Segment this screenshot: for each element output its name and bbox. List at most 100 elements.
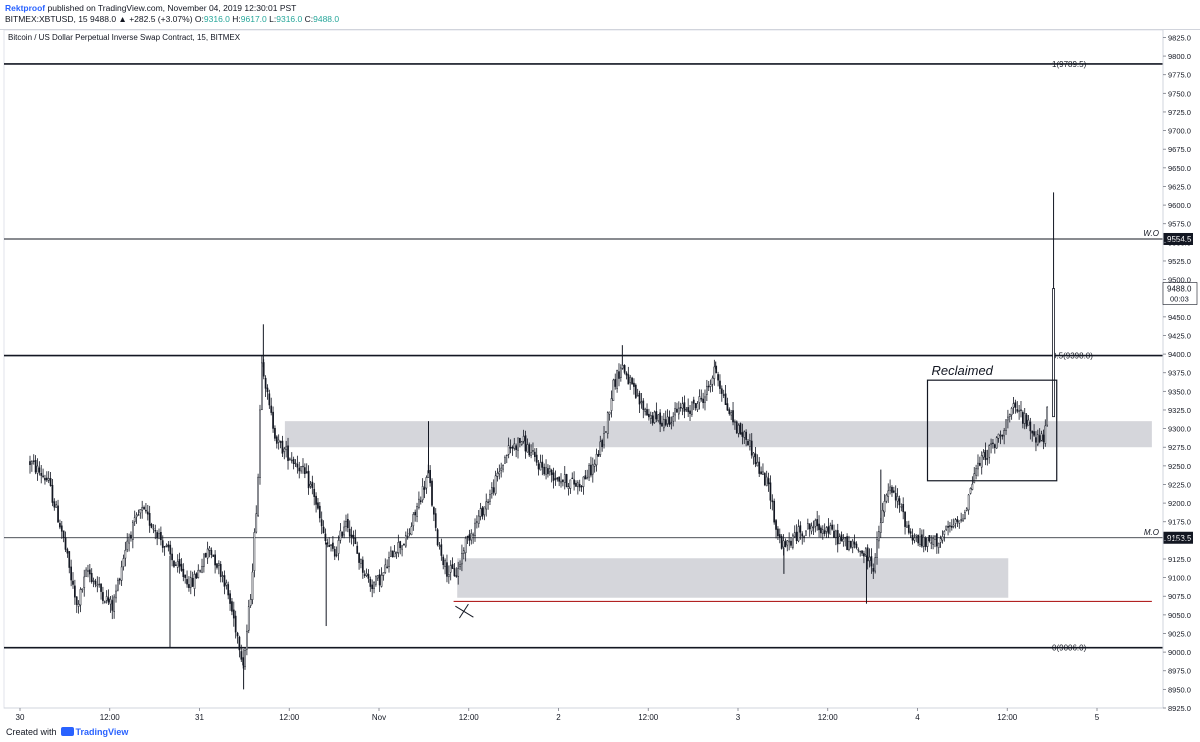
- candle-body-75: [169, 544, 172, 555]
- time-axis: 30 12:00 31 12:00 Nov 12:00 2 12:00 3 12:00 4 12:00…: [4, 707, 1163, 722]
- candle-body-202: [406, 535, 409, 538]
- candle-body-366: [713, 366, 716, 379]
- chart-pane: [0, 29, 1200, 709]
- candle-body-493: [950, 525, 953, 528]
- candle-body-277: [547, 468, 549, 475]
- price-chart[interactable]: 1(9789.5) W.O 9554.5 0.5(9398.0) M.O 9153.5 0(…: [0, 0, 1200, 724]
- candle-body-480: [926, 536, 929, 547]
- candle-body-392: [762, 471, 764, 475]
- candle-body-96: [208, 547, 211, 551]
- candle-body-121: [255, 513, 258, 533]
- candle-body-228: [455, 575, 458, 577]
- x-tick-label: 4: [915, 713, 920, 722]
- candle-body-40: [103, 601, 106, 603]
- candle-body-36: [96, 584, 99, 587]
- candle-body-341: [666, 416, 669, 424]
- candle-body-463: [894, 493, 897, 501]
- candle-body-457: [883, 501, 886, 513]
- candle-body-396: [769, 482, 772, 501]
- candle-body-1: [31, 461, 33, 465]
- candle-body-163: [333, 549, 336, 557]
- annotations: Reclaimed: [455, 363, 1058, 619]
- y-tick-label: 8975.0: [1168, 667, 1191, 676]
- candle-body-362: [706, 385, 708, 395]
- candle-body-511: [984, 449, 987, 461]
- candle-body-191: [386, 566, 388, 568]
- candle-body-160: [328, 545, 331, 547]
- candle-body-488: [941, 536, 944, 541]
- candle-body-322: [631, 377, 633, 385]
- candle-body-482: [930, 542, 933, 544]
- candle-body-411: [797, 526, 800, 542]
- candle-body-103: [221, 575, 224, 577]
- candle-body-351: [685, 408, 688, 411]
- author-name[interactable]: Rektproof: [5, 3, 46, 13]
- candle-body-403: [782, 540, 785, 548]
- candle-body-410: [795, 531, 798, 541]
- candle-body-107: [229, 593, 231, 604]
- candle-body-33: [90, 572, 93, 583]
- y-tick-label: 9650.0: [1168, 164, 1191, 173]
- candle-body-445: [861, 550, 863, 554]
- candle-body-78: [174, 564, 177, 566]
- candle-body-513: [988, 445, 991, 458]
- candle-body-421: [816, 519, 819, 527]
- y-tick-label: 9400.0: [1168, 350, 1191, 359]
- candle-body-459: [887, 490, 890, 497]
- candle-body-118: [249, 599, 252, 606]
- low-value: 9316.0: [276, 14, 303, 24]
- candle-body-405: [786, 540, 789, 546]
- candle-body-477: [921, 534, 923, 547]
- last-candle-body: [1052, 288, 1055, 418]
- candle-body-69: [158, 533, 160, 539]
- candle-body-355: [692, 399, 695, 404]
- candle-body-23: [72, 580, 74, 585]
- candle-body-162: [332, 542, 334, 549]
- candle-body-481: [928, 535, 931, 542]
- candle-body-43: [109, 598, 112, 605]
- candle-body-485: [935, 533, 938, 547]
- candle-body-416: [806, 523, 809, 530]
- candle-body-231: [461, 552, 463, 565]
- candle-body-304: [597, 453, 600, 457]
- candle-body-76: [171, 553, 173, 561]
- price-change: ▲ +282.5 (+3.07%): [118, 14, 193, 24]
- open-value: 9316.0: [203, 14, 230, 24]
- candle-body-169: [345, 520, 347, 527]
- candle-body-138: [287, 445, 289, 461]
- y-tick-label: 9525.0: [1168, 257, 1191, 266]
- axis-badge-2: [1163, 232, 1193, 245]
- candle-body-263: [520, 441, 523, 445]
- candle-body-281: [554, 478, 557, 480]
- candle-body-89: [195, 573, 198, 579]
- y-tick-label: 9225.0: [1168, 480, 1191, 489]
- candle-body-373: [726, 403, 729, 411]
- candle-body-42: [107, 597, 110, 603]
- y-tick-label: 9375.0: [1168, 369, 1191, 378]
- candle-body-331: [648, 413, 650, 418]
- candle-body-278: [548, 468, 551, 473]
- candle-body-140: [290, 459, 293, 462]
- candle-body-60: [141, 507, 144, 511]
- candle-body-498: [960, 519, 963, 521]
- y-tick-label: 9025.0: [1168, 629, 1191, 638]
- candle-body-371: [722, 394, 725, 396]
- candle-body-24: [74, 585, 76, 598]
- candle-body-122: [257, 476, 259, 517]
- candle-body-217: [434, 513, 437, 528]
- candle-body-55: [131, 522, 134, 540]
- highlight-zones: [284, 421, 1152, 598]
- candle-body-177: [360, 559, 362, 564]
- candle-body-404: [784, 541, 787, 548]
- candle-body-241: [479, 508, 482, 517]
- candle-body-363: [707, 385, 710, 388]
- candle-body-135: [281, 440, 284, 454]
- candle-body-158: [324, 533, 327, 541]
- x-tick-label: 5: [1095, 713, 1100, 722]
- last-price: 9488.0: [90, 14, 117, 24]
- candle-body-340: [664, 419, 667, 426]
- tradingview-brand[interactable]: TradingView: [75, 727, 129, 737]
- candle-body-145: [300, 466, 302, 472]
- candle-body-509: [980, 455, 983, 468]
- candle-body-21: [68, 551, 71, 568]
